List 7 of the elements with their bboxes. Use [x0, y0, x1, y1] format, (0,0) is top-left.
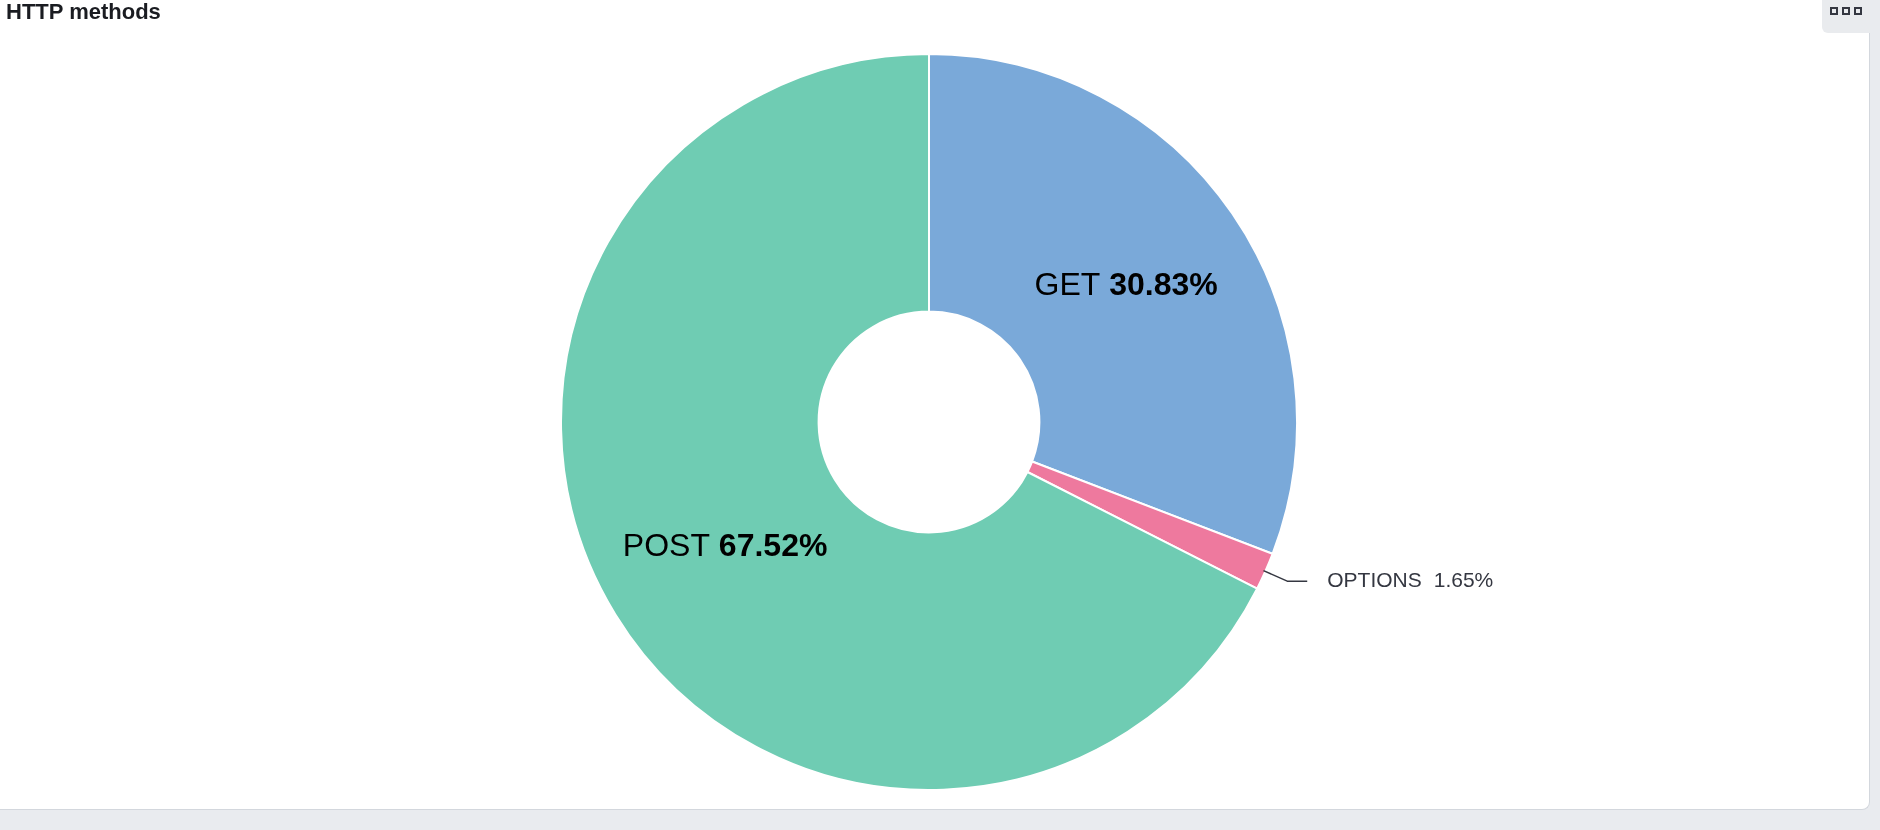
- slice-label: POST: [622, 526, 719, 563]
- slice-label: GET: [1034, 266, 1109, 303]
- data-label: 30.83%: [1109, 266, 1218, 303]
- data-label: 1.65%: [1433, 567, 1494, 591]
- text: HTTP methods: [6, 0, 161, 24]
- slice-label: OPTIONS: [1327, 567, 1422, 591]
- data-label: 67.52%: [718, 526, 828, 563]
